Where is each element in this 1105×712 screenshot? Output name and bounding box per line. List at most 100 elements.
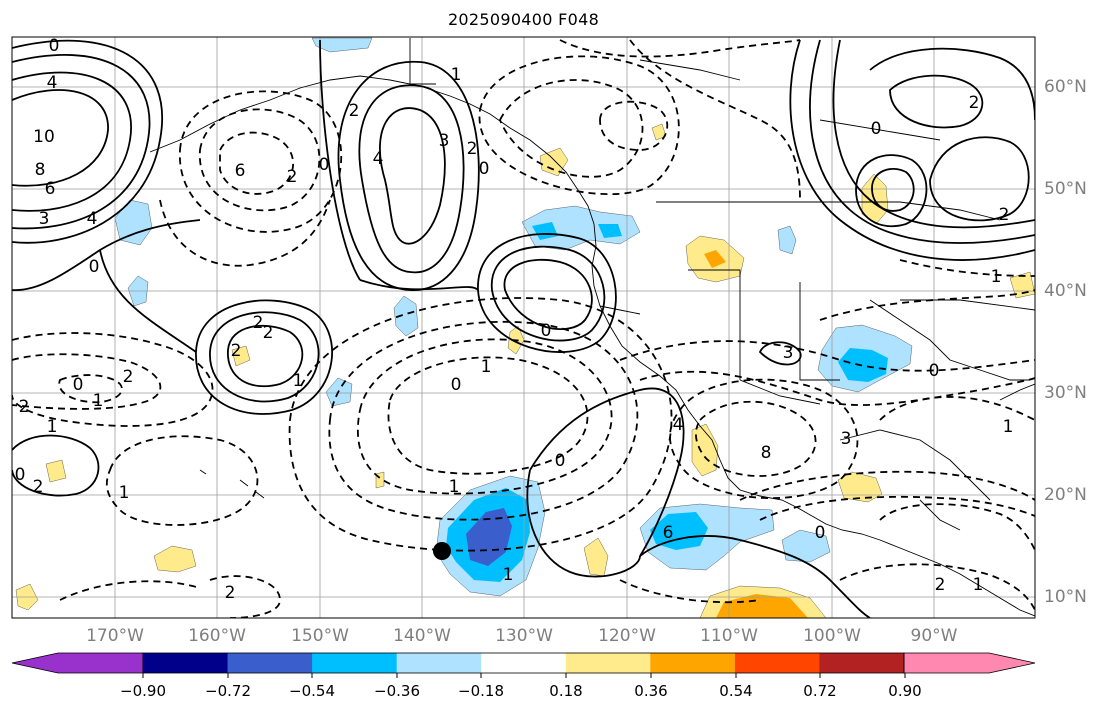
contour-label: 4 (47, 73, 58, 93)
contour-label: 1 (119, 483, 130, 503)
contour-label: 6 (45, 179, 56, 199)
shade-yellow (583, 537, 609, 577)
shade-orange (704, 250, 726, 268)
storm-center-dot (433, 542, 451, 560)
contour-label: 3 (39, 209, 50, 229)
shade-yellow (539, 147, 569, 177)
contour-label: 2 (969, 93, 980, 113)
contour-label: 0 (929, 361, 940, 381)
colorbar-tick-label: −0.54 (289, 682, 335, 700)
colorbar-tick-label: 0.72 (803, 682, 837, 700)
contour-label: 0 (815, 523, 826, 543)
shade-yellow (231, 345, 251, 367)
shade-blue-mid (838, 348, 888, 382)
contour-label: 2 (19, 397, 30, 417)
contour-label: 1 (503, 565, 514, 585)
lon-label-90w: 90°W (910, 626, 958, 646)
shade-yellow (45, 459, 67, 483)
contour-label: 1 (973, 575, 984, 595)
colorbar-tick-label: −0.72 (205, 682, 251, 700)
shade-blue-light (311, 37, 373, 53)
shade-blue-mid (598, 224, 622, 238)
coastlines (149, 38, 1035, 617)
lat-label-60n: 60°N (1044, 77, 1087, 97)
shade-yellow (837, 471, 883, 503)
map-title: 2025090400 F048 (447, 10, 600, 29)
shade-blue-light (393, 295, 419, 337)
colorbar-segment (650, 653, 736, 673)
colorbar-tick-label: 0.18 (549, 682, 583, 700)
colorbar-segment (903, 652, 1036, 674)
colorbar-segment (11, 652, 144, 674)
colorbar-segment (565, 653, 651, 673)
colorbar-segment (734, 653, 820, 673)
contour-label: 8 (761, 443, 772, 463)
lat-label-40n: 40°N (1044, 281, 1087, 301)
solid-contours (12, 39, 1035, 618)
lon-label-110w: 110°W (700, 626, 758, 646)
lon-label-170w: 170°W (86, 626, 144, 646)
contour-label: 0 (15, 465, 26, 485)
graticule (12, 37, 1035, 618)
contour-label: 0 (871, 119, 882, 139)
contour-label: 10 (33, 127, 55, 147)
lat-label-10n: 10°N (1044, 587, 1087, 607)
contour-label: 2 (225, 583, 236, 603)
contour-label: 0 (555, 451, 566, 471)
contour-label: 3 (841, 429, 852, 449)
shade-yellow (153, 545, 197, 573)
contour-label: 8 (35, 160, 46, 180)
contour-label: 1 (451, 65, 462, 85)
lon-label-120w: 120°W (598, 626, 656, 646)
colorbar-segment (481, 653, 567, 673)
contour-label: 4 (373, 149, 384, 169)
contour-label: 2 (231, 341, 242, 361)
map-frame (11, 36, 1036, 619)
lon-label-100w: 100°W (803, 626, 861, 646)
contour-label: 2 (253, 313, 264, 333)
contour-label: 4 (673, 415, 684, 435)
shade-blue-dark (466, 508, 512, 566)
contour-label: 1 (481, 357, 492, 377)
contour-label: 0 (479, 159, 490, 179)
contour-label: 1 (991, 267, 1002, 287)
contour-label-layer: 0 4 10 8 6 3 4 6 0 0 2 4 3 2 0 1 2 2 2 2… (15, 37, 1014, 603)
contour-label: 0 (89, 257, 100, 277)
colorbar-tick-label: −0.36 (374, 682, 420, 700)
colorbar-segment (143, 653, 229, 673)
lon-label-140w: 140°W (393, 626, 451, 646)
colorbar-segment (227, 653, 313, 673)
contour-label: 0 (451, 375, 462, 395)
lon-label-150w: 150°W (291, 626, 349, 646)
colorbar-outline (142, 652, 905, 674)
contour-label: 2 (349, 101, 360, 121)
contour-label: 6 (663, 523, 674, 543)
contour-label: 3 (439, 131, 450, 151)
lat-label-50n: 50°N (1044, 179, 1087, 199)
contour-label: 2 (123, 367, 134, 387)
contour-label: 0 (319, 155, 330, 175)
shade-blue-mid (650, 512, 708, 550)
contour-label: 0 (73, 375, 84, 395)
colorbar-tick-label: 0.90 (888, 682, 922, 700)
lat-label-30n: 30°N (1044, 383, 1087, 403)
shade-yellow (691, 423, 719, 477)
contour-label: 1 (93, 391, 104, 411)
colorbar-segment (312, 653, 398, 673)
contour-label: 2 (999, 205, 1010, 225)
contour-label: 2 (33, 477, 44, 497)
contour-label: 0 (541, 321, 552, 341)
colorbar-tick-label: −0.18 (458, 682, 504, 700)
contour-label: 1 (449, 477, 460, 497)
lon-label-130w: 130°W (495, 626, 553, 646)
colorbar-segment (819, 653, 905, 673)
contour-label: 1 (1003, 417, 1014, 437)
shade-blue-mid (532, 222, 558, 240)
contour-label: 3 (783, 343, 794, 363)
contour-label: 2 (263, 323, 274, 343)
contour-label: 1 (47, 417, 58, 437)
shade-blue-light (777, 225, 797, 255)
shade-orange (716, 594, 808, 618)
